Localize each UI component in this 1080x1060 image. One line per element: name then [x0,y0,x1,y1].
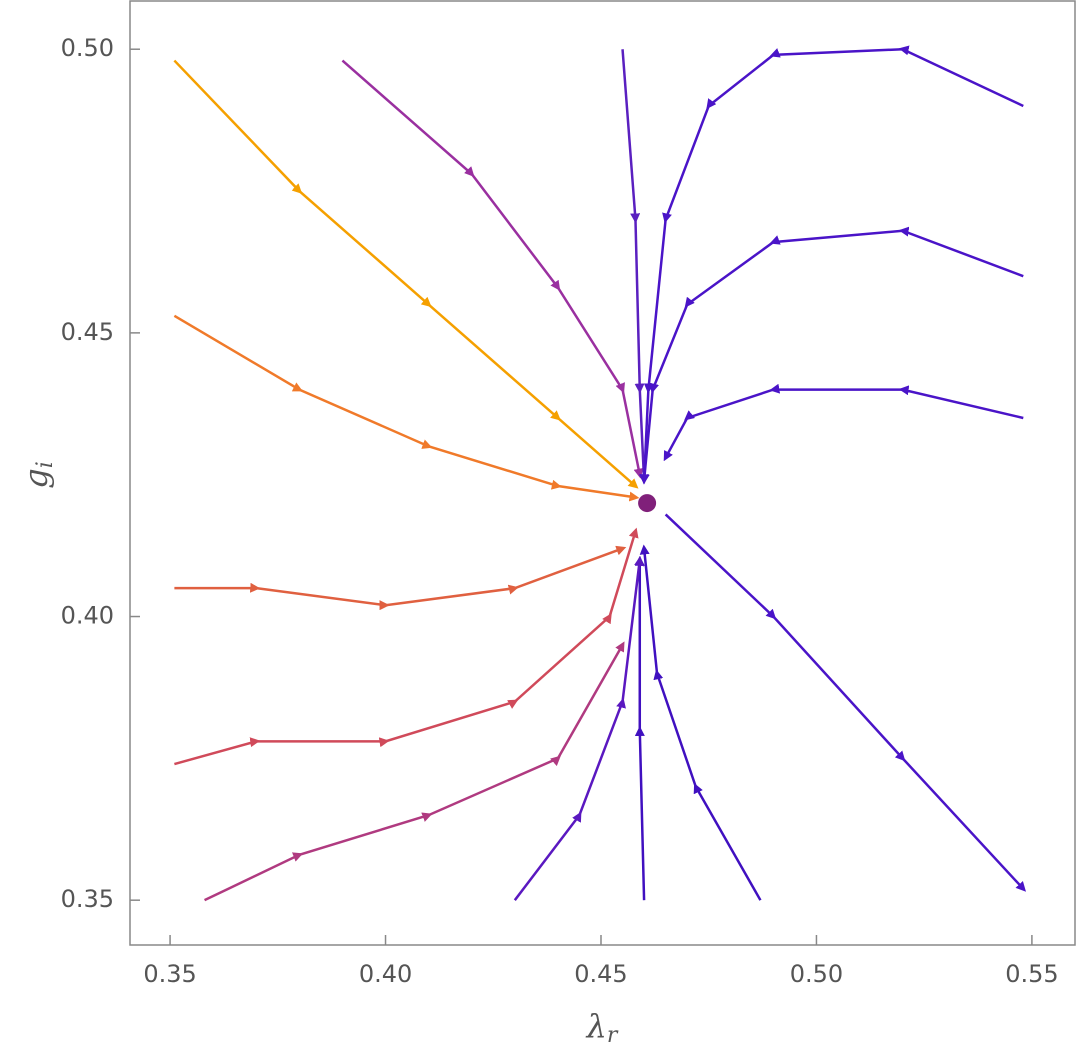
y-label-symbol: g [17,468,55,488]
streamline [663,383,1024,462]
streamline [174,527,639,766]
streamline [664,513,1027,892]
streamline [639,226,1024,485]
x-tick-label: 0.40 [359,960,412,988]
fixed-point [638,494,657,513]
streamline [174,545,627,611]
x-label-symbol: λ [585,1007,607,1045]
y-tick-label: 0.40 [61,602,114,630]
streamline [173,59,639,489]
y-tick-label: 0.35 [61,885,114,913]
streamline [639,45,1024,485]
x-axis-label: λr [585,1007,619,1049]
y-label-subscript: i [33,461,58,468]
x-tick-label: 0.50 [790,960,843,988]
plot-frame [129,0,1076,946]
streamline [621,49,649,485]
streamline [513,555,645,901]
y-tick-label: 0.45 [61,318,114,346]
x-tick-label: 0.45 [574,960,627,988]
streamline [634,555,646,901]
streamline [204,641,625,902]
y-axis-label: gi [17,461,59,489]
streamline [639,544,762,901]
x-tick-label: 0.55 [1005,960,1058,988]
y-tick-label: 0.50 [61,34,114,62]
streamline [341,59,644,479]
x-label-subscript: r [607,1023,619,1048]
streamline [173,314,640,502]
x-tick-label: 0.35 [143,960,196,988]
